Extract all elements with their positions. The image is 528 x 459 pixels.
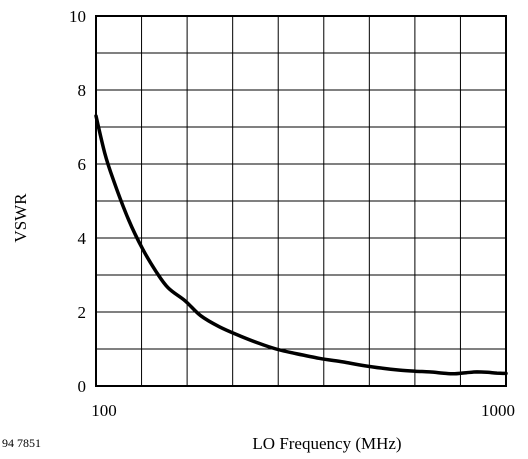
plot-frame <box>95 15 507 387</box>
y-tick-label: 8 <box>78 81 87 100</box>
x-tick-label: 100 <box>91 401 117 420</box>
y-axis-label: VSWR <box>11 193 30 243</box>
series-line <box>94 114 508 376</box>
y-tick-label: 2 <box>78 303 87 322</box>
y-tick-label: 4 <box>78 229 87 248</box>
y-tick-label: 10 <box>69 7 86 26</box>
y-tick-labels: 0 2 4 6 8 10 <box>69 7 87 396</box>
y-tick-label: 6 <box>78 155 87 174</box>
grid <box>96 16 506 386</box>
x-axis-label: LO Frequency (MHz) <box>252 434 401 453</box>
x-tick-label: 1000 <box>481 401 515 420</box>
x-tick-labels: 100 1000 <box>91 401 515 420</box>
figure-id: 94 7851 <box>2 436 41 450</box>
y-tick-label: 0 <box>78 377 87 396</box>
